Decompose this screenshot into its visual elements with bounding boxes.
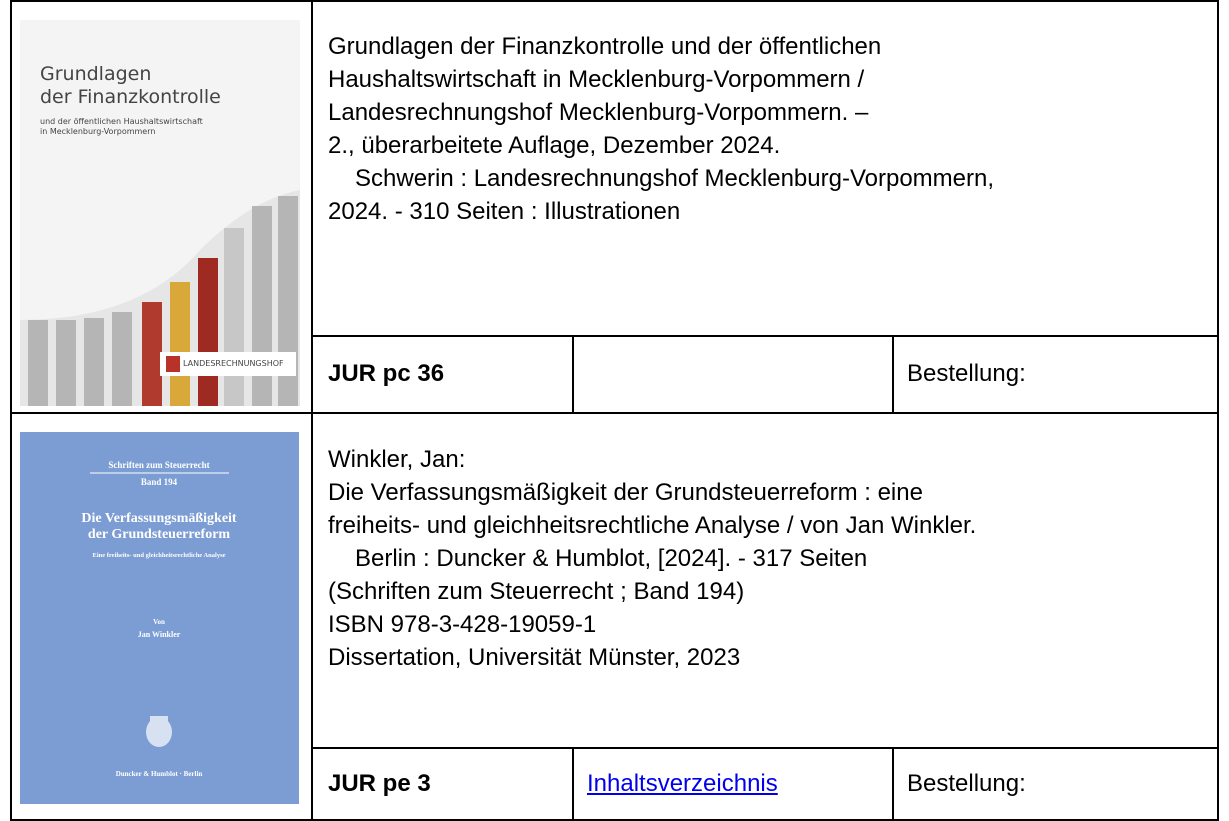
border bbox=[892, 747, 894, 821]
description-line: (Schriften zum Steuerrecht ; Band 194) bbox=[328, 575, 976, 608]
cover-volume: Band 194 bbox=[141, 477, 178, 487]
page: Grundlagen der Finanzkontrolle und der ö… bbox=[0, 0, 1229, 821]
cover-title: der Grundsteuerreform bbox=[88, 527, 231, 542]
border bbox=[1217, 0, 1219, 821]
book-cover: Schriften zum Steuerrecht Band 194 Die V… bbox=[20, 432, 299, 804]
border bbox=[311, 0, 313, 821]
description-line: Haushaltswirtschaft in Mecklenburg-Vorpo… bbox=[328, 63, 994, 96]
cover-title: der Finanzkontrolle bbox=[40, 86, 221, 108]
cover-subtitle: und der öffentlichen Haushaltswirtschaft bbox=[40, 117, 203, 126]
description-line: 2., überarbeitete Auflage, Dezember 2024… bbox=[328, 129, 994, 162]
cover-author: Jan Winkler bbox=[138, 630, 181, 639]
signature: JUR pe 3 bbox=[328, 769, 431, 799]
book-cover: Grundlagen der Finanzkontrolle und der ö… bbox=[20, 20, 300, 406]
toc-link[interactable]: Inhaltsverzeichnis bbox=[587, 769, 778, 799]
border bbox=[10, 0, 12, 821]
description-line: Schwerin : Landesrechnungshof Mecklenbur… bbox=[328, 162, 994, 195]
signature: JUR pc 36 bbox=[328, 359, 444, 389]
cover-subtitle: in Mecklenburg-Vorpommern bbox=[40, 127, 155, 136]
cover-series: Schriften zum Steuerrecht bbox=[108, 460, 209, 470]
description: Grundlagen der Finanzkontrolle und der ö… bbox=[328, 30, 994, 228]
description-line: freiheits- und gleichheitsrechtliche Ana… bbox=[328, 509, 976, 542]
order-label: Bestellung: bbox=[907, 769, 1026, 799]
description-line: Die Verfassungsmäßigkeit der Grundsteuer… bbox=[328, 476, 976, 509]
cover-publisher: Duncker & Humblot · Berlin bbox=[116, 770, 203, 778]
border bbox=[572, 335, 574, 414]
border bbox=[10, 0, 1219, 2]
cover-by: Von bbox=[153, 618, 165, 626]
cover-title: Grundlagen bbox=[40, 63, 151, 85]
border bbox=[10, 412, 1219, 414]
description: Winkler, Jan: Die Verfassungsmäßigkeit d… bbox=[328, 443, 976, 674]
order-label: Bestellung: bbox=[907, 359, 1026, 389]
description-line: Berlin : Duncker & Humblot, [2024]. - 31… bbox=[328, 542, 976, 575]
border bbox=[572, 747, 574, 821]
description-line: Landesrechnungshof Mecklenburg-Vorpommer… bbox=[328, 96, 994, 129]
description-line: 2024. - 310 Seiten : Illustrationen bbox=[328, 195, 994, 228]
description-line: Grundlagen der Finanzkontrolle und der ö… bbox=[328, 30, 994, 63]
cover-logo: LANDESRECHNUNGSHOF bbox=[183, 359, 284, 368]
description-line: Dissertation, Universität Münster, 2023 bbox=[328, 641, 976, 674]
border bbox=[312, 335, 1219, 337]
border bbox=[892, 335, 894, 414]
border bbox=[312, 747, 1219, 749]
description-line: Winkler, Jan: bbox=[328, 443, 976, 476]
cover-title: Die Verfassungsmäßigkeit bbox=[81, 511, 237, 526]
cover-subtitle: Eine freiheits- und gleichheitsrechtlich… bbox=[92, 552, 225, 559]
description-line: ISBN 978-3-428-19059-1 bbox=[328, 608, 976, 641]
